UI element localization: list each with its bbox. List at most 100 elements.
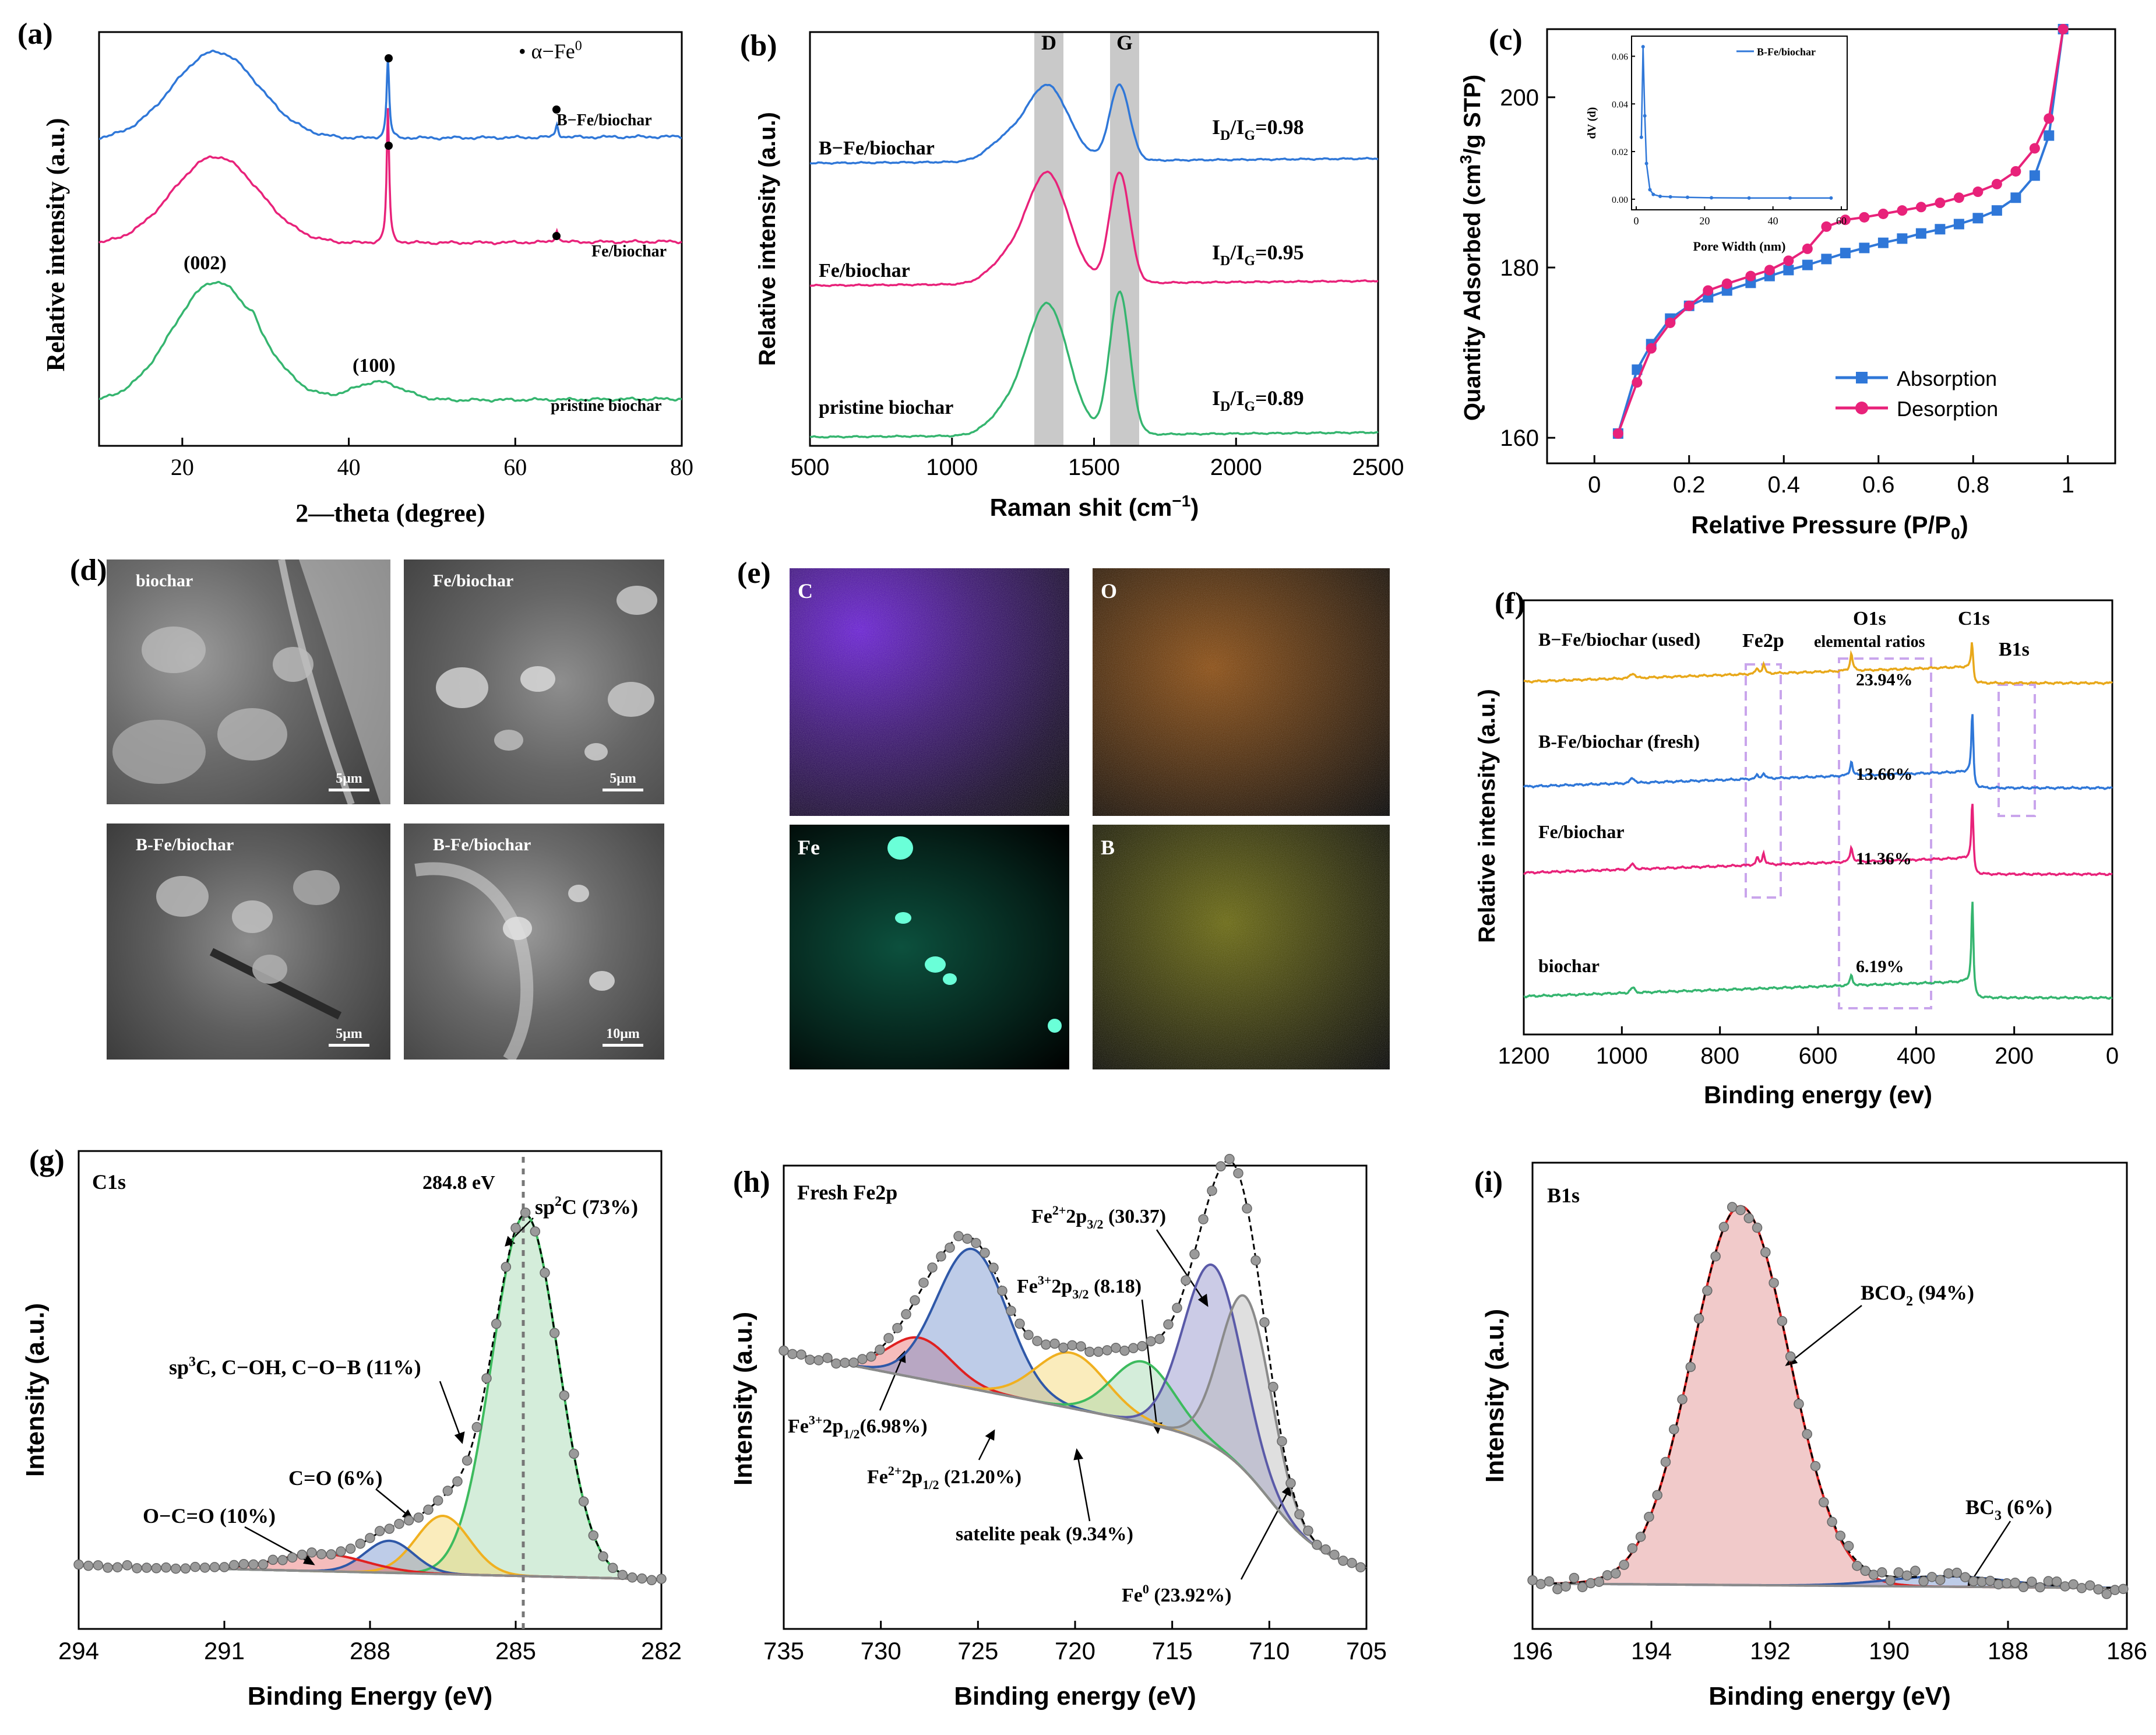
panel-b-raman: (b) D G 500 1000 1500 2000 2500 Relative int…	[740, 29, 1404, 521]
c-point-desorption	[1703, 285, 1714, 296]
g-data-point	[491, 1318, 502, 1329]
f-xtick-label: 200	[1995, 1043, 2034, 1069]
h-data-point	[822, 1353, 833, 1363]
inset-point	[1710, 196, 1714, 200]
g-data-point	[132, 1563, 142, 1574]
g-data-point	[122, 1560, 133, 1571]
panel-g-label: (g)	[29, 1144, 65, 1177]
h-data-point	[778, 1345, 789, 1356]
h-data-point	[1312, 1539, 1322, 1550]
eds-spots	[887, 836, 1062, 1033]
h-data-point	[1172, 1303, 1182, 1313]
a-series-1	[98, 108, 682, 245]
h-xtick-label: 715	[1152, 1637, 1193, 1664]
g-data-point	[442, 1486, 453, 1496]
i-data-point	[1951, 1567, 1963, 1578]
f-label-biochar: biochar	[1538, 955, 1600, 976]
c-legend-desorption: Desorption	[1897, 397, 1998, 421]
h-data-point	[1128, 1343, 1139, 1353]
h-data-point	[892, 1322, 903, 1333]
c-point-absorption	[1991, 205, 2002, 216]
c-point-absorption	[1915, 228, 1926, 239]
h-data-point	[1067, 1340, 1077, 1351]
panel-h-label: (h)	[733, 1166, 770, 1199]
panel-c-ylabel: Quantity Adsorbed (cm3/g STP)	[1457, 75, 1485, 421]
g-data-point	[355, 1538, 366, 1549]
g-data-point	[607, 1562, 618, 1574]
h-data-point	[1041, 1339, 1051, 1350]
inset-point	[1829, 196, 1833, 200]
c-point-absorption	[1859, 242, 1870, 254]
f-xtick-label: 0	[2106, 1043, 2119, 1069]
panel-h-ticks: 735 730 725 720 715 710 705	[763, 1621, 1387, 1664]
g-data-point	[248, 1559, 259, 1570]
h-data-point	[1268, 1381, 1278, 1392]
h-label-fe2-32: Fe2+2p3/2 (30.37)	[1031, 1203, 1166, 1231]
h-data-point	[848, 1357, 859, 1368]
b-ratio-bfe: ID/IG=0.98	[1212, 115, 1304, 143]
sem-label-bfe-2: B-Fe/biochar	[433, 835, 531, 854]
h-data-point	[1058, 1342, 1069, 1353]
h-label-fe3-12: Fe3+2p1/2(6.98%)	[788, 1413, 928, 1441]
h-data-point	[901, 1309, 911, 1319]
panel-a-frame	[98, 31, 683, 447]
i-data-point	[1685, 1361, 1696, 1372]
g-data-point	[307, 1547, 317, 1558]
h-xtick-label: 705	[1346, 1637, 1387, 1664]
i-data-point	[1735, 1205, 1746, 1216]
f-box-o1s	[1838, 657, 1932, 1009]
i-data-point	[1743, 1213, 1755, 1223]
b-xtick-label: 2500	[1352, 455, 1404, 480]
f-ann-elemental: elemental ratios	[1814, 633, 1925, 651]
g-data-point	[209, 1562, 220, 1572]
i-data-point	[1901, 1570, 1912, 1581]
eds-map-c: C	[790, 568, 1069, 816]
i-data-point	[1918, 1576, 1929, 1587]
sem-label-biochar: biochar	[136, 571, 193, 590]
inset-xlabel: Pore Width (nm)	[1693, 239, 1786, 254]
panel-i-ticks: 196 194 192 190 188 186	[1512, 1621, 2147, 1664]
g-data-point	[219, 1562, 230, 1572]
a-series-0	[98, 50, 682, 141]
i-data-point	[1769, 1278, 1779, 1288]
h-data-point	[1216, 1161, 1226, 1172]
i-data-point	[1652, 1490, 1662, 1501]
panel-h-ylabel: Intensity (a.u.)	[729, 1312, 758, 1486]
b-xtick-label: 1000	[926, 455, 978, 480]
h-data-point	[840, 1357, 850, 1368]
panel-f-label: (f)	[1495, 587, 1525, 620]
inset-point	[1788, 196, 1792, 200]
panel-f-ticks: 1200 1000 800 600 400 200 0	[1498, 1026, 2119, 1069]
g-label-sp3: sp3C, C−OH, C−O−B (11%)	[169, 1354, 421, 1379]
g-data-point	[228, 1560, 239, 1571]
h-data-point	[831, 1358, 841, 1369]
i-data-point	[1760, 1247, 1771, 1258]
g-data-point	[520, 1207, 531, 1218]
h-data-point	[1277, 1436, 1287, 1447]
f-xtick-label: 400	[1897, 1043, 1936, 1069]
g-data-point	[374, 1526, 385, 1536]
g-data-point	[530, 1226, 541, 1237]
panel-b-ylabel: Relative intensity (a.u.)	[755, 112, 780, 366]
c-point-desorption	[1632, 377, 1643, 388]
f-ratio-used: 23.94%	[1856, 670, 1913, 689]
c-point-desorption	[1683, 300, 1694, 311]
h-data-point	[997, 1286, 1007, 1296]
i-xtick-label: 186	[2106, 1637, 2147, 1664]
h-data-point	[1207, 1185, 1217, 1196]
a-xtick-label: 80	[670, 454, 693, 480]
b-series-0	[810, 83, 1379, 165]
i-component-fill-0	[1533, 1206, 2126, 1588]
i-data-point	[1710, 1251, 1721, 1262]
i-data-point	[1827, 1516, 1837, 1528]
h-xtick-label: 710	[1249, 1637, 1290, 1664]
i-data-point	[1644, 1511, 1654, 1522]
eds-noise	[1093, 568, 1390, 816]
h-data-point	[918, 1278, 929, 1288]
h-data-point	[1102, 1345, 1112, 1356]
g-data-point	[452, 1476, 463, 1487]
a-series-2	[98, 281, 682, 403]
i-data-point	[1544, 1576, 1555, 1587]
